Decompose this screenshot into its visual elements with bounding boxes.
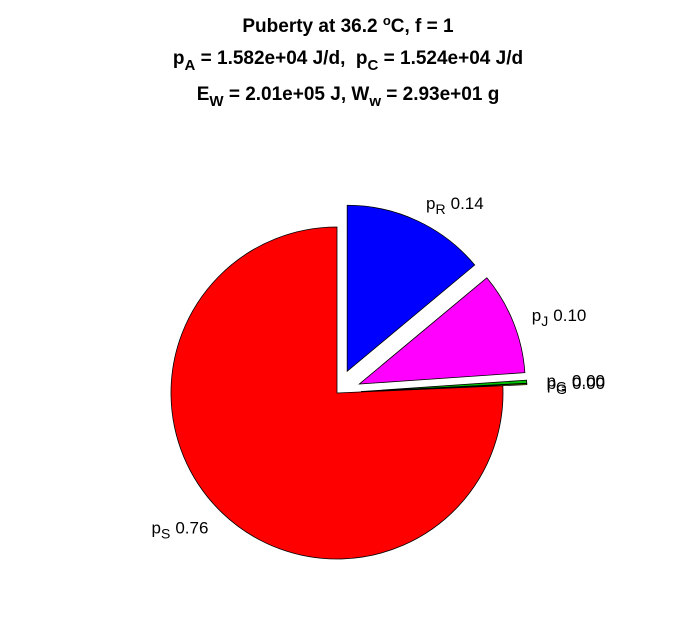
- title-text: E: [197, 84, 210, 105]
- title-text: Puberty at 36.2: [242, 16, 382, 37]
- slice-label: pS 0.76: [152, 518, 209, 541]
- title-sub: C: [368, 57, 379, 74]
- label-value: 0.10: [553, 306, 586, 325]
- slice-label: pR 0.14: [426, 194, 484, 217]
- label-value: 0.00: [572, 374, 605, 393]
- label-sub: R: [436, 201, 446, 217]
- label-sub: G: [556, 381, 567, 397]
- label-value: 0.00: [572, 372, 605, 391]
- label-prefix: p: [426, 194, 435, 213]
- label-sub: G: [556, 379, 567, 395]
- label-prefix: p: [152, 518, 161, 537]
- title-text: = 1.582e+04 J/d, p: [195, 48, 367, 69]
- slice-label: pG 0.00: [547, 372, 605, 395]
- title-line: pA = 1.582e+04 J/d, pC = 1.524e+04 J/d: [173, 48, 523, 74]
- title-text: p: [173, 48, 185, 69]
- title-sub: w: [368, 93, 381, 110]
- slice-label: pG 0.00: [547, 374, 605, 397]
- title-text: = 1.524e+04 J/d: [378, 48, 523, 69]
- label-sub: S: [161, 525, 170, 541]
- title-sub: W: [209, 93, 224, 110]
- label-prefix: p: [547, 372, 556, 391]
- title-text: C, f = 1: [391, 16, 454, 37]
- title-sub: A: [185, 57, 196, 74]
- label-prefix: p: [532, 306, 541, 325]
- label-prefix: p: [547, 374, 556, 393]
- title-line: EW = 2.01e+05 J, Ww = 2.93e+01 g: [197, 84, 500, 110]
- title-line: Puberty at 36.2 oC, f = 1: [242, 13, 454, 38]
- label-value: 0.14: [451, 194, 484, 213]
- title-text: = 2.93e+01 g: [381, 84, 499, 105]
- title-sup: o: [383, 13, 391, 28]
- label-sub: J: [541, 313, 548, 329]
- title-text: = 2.01e+05 J, W: [224, 84, 370, 105]
- pie-slice: [358, 277, 526, 385]
- pie-slice: [170, 226, 504, 560]
- pie-slice: [346, 204, 476, 373]
- slice-label: pJ 0.10: [532, 306, 587, 329]
- label-value: 0.76: [175, 518, 208, 537]
